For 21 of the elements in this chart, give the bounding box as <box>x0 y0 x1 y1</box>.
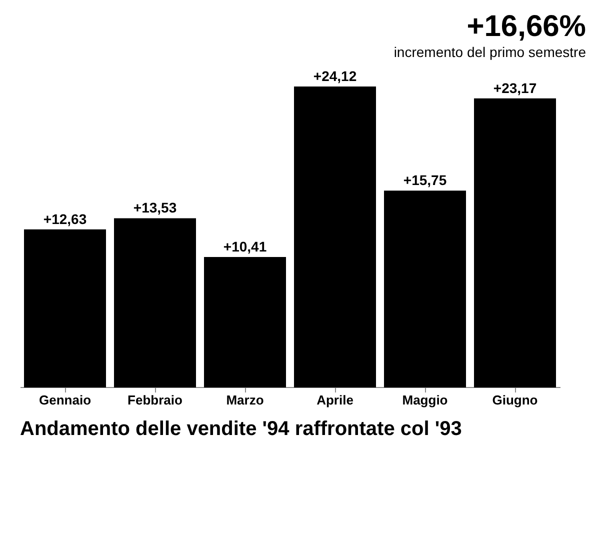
bar <box>384 190 466 388</box>
data-label: +24,12 <box>313 68 357 84</box>
bar <box>474 98 556 388</box>
data-label: +23,17 <box>493 80 537 96</box>
text: Andamento delle vendite '94 raffrontate col '93 <box>20 418 462 440</box>
x-tick-label: Giugno <box>492 392 538 408</box>
data-label: +13,53 <box>133 200 177 216</box>
bar <box>204 257 286 388</box>
bar <box>24 229 106 388</box>
text: +16,66% <box>466 10 586 44</box>
x-tick-label: Gennaio <box>38 392 92 408</box>
x-tick-label: Febbraio <box>128 392 182 408</box>
bar <box>114 218 196 388</box>
bar <box>294 86 376 388</box>
data-label: +10,41 <box>223 238 267 255</box>
text: incremento del primo semestre <box>392 44 586 60</box>
data-label: +15,75 <box>403 172 447 188</box>
x-tick-label: Maggio <box>402 392 448 408</box>
data-label: +12,63 <box>43 210 87 227</box>
x-tick-label: Aprile <box>316 392 354 408</box>
x-tick-label: Marzo <box>226 392 264 408</box>
